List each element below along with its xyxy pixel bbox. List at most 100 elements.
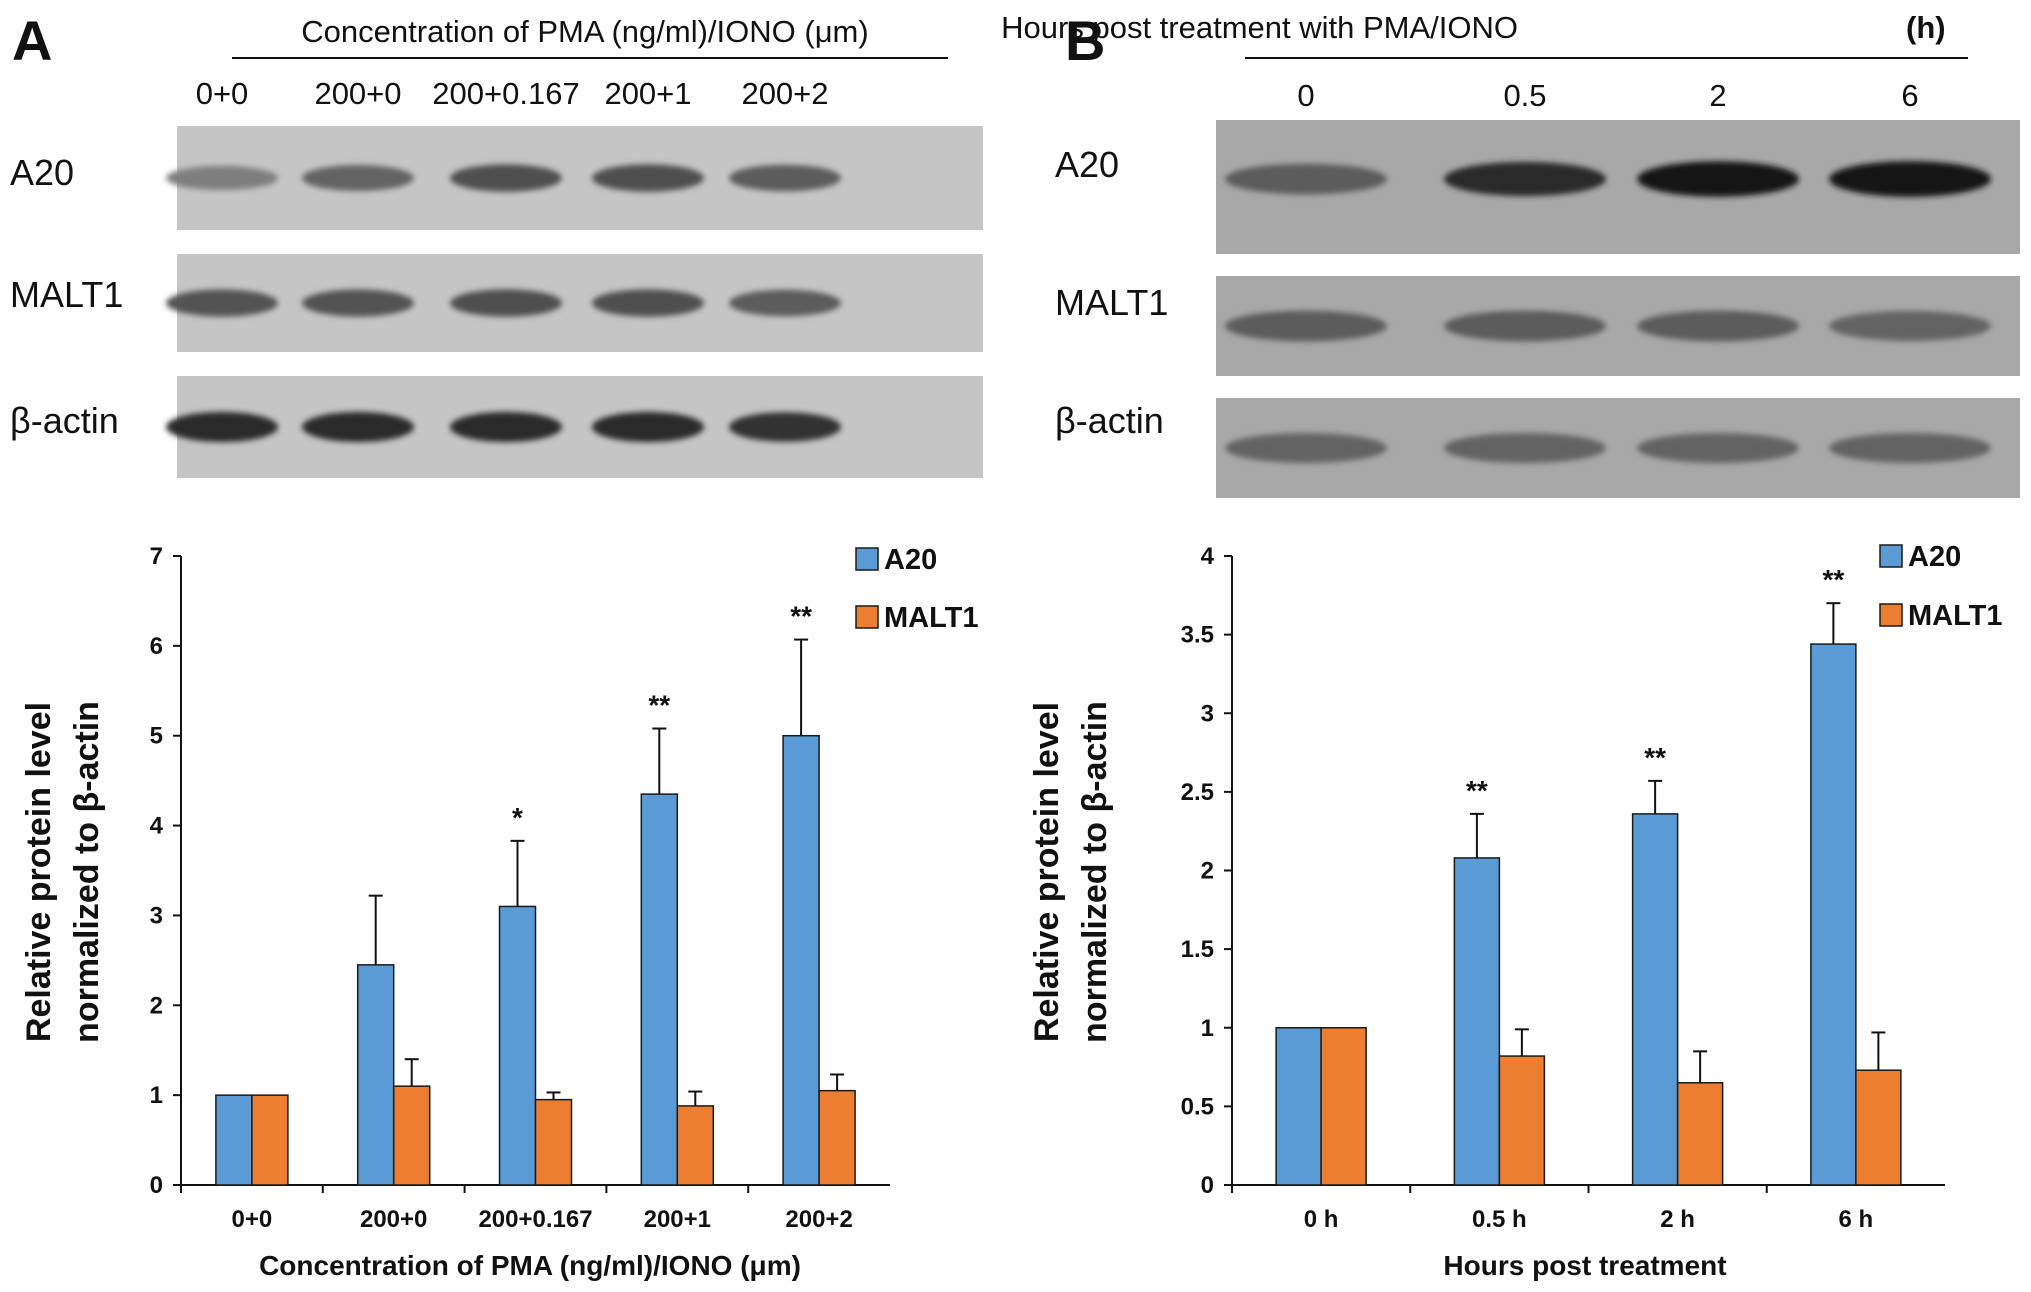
blot-band <box>729 164 841 192</box>
blot-band <box>592 289 704 317</box>
bar-a20 <box>640 793 679 1186</box>
y-tick-label: 1 <box>150 1082 163 1109</box>
blot-row-label: MALT1 <box>1055 282 1168 323</box>
panel-a-letter: A <box>12 9 52 72</box>
y-tick-label: 4 <box>1201 543 1215 570</box>
blot-band <box>450 289 562 317</box>
panel-b-xlabel: Hours post treatment <box>1443 1250 1726 1281</box>
bar-malt1 <box>1498 1055 1546 1186</box>
panel-a-blot-title: Concentration of PMA (ng/ml)/IONO (μm) <box>301 14 868 49</box>
x-tick-label: 6 h <box>1839 1206 1874 1233</box>
panel-b-lane-label: 2 <box>1709 78 1726 113</box>
significance-marker: ** <box>1822 564 1844 595</box>
panel-b-legend-swatch-malt1 <box>1879 603 1903 627</box>
x-tick-label: 0 h <box>1304 1206 1339 1233</box>
panel-b-letter: B <box>1065 9 1105 72</box>
bar-a20 <box>215 1094 253 1186</box>
x-tick-label: 200+2 <box>785 1206 852 1233</box>
y-tick-label: 0.5 <box>1181 1093 1214 1120</box>
blot-band <box>302 289 414 317</box>
blot-row-label: A20 <box>1055 144 1119 185</box>
blot-band <box>450 411 562 443</box>
bar-a20 <box>498 905 537 1186</box>
significance-marker: ** <box>648 690 670 721</box>
blot-band <box>729 289 841 317</box>
x-tick-label: 200+0.167 <box>478 1206 592 1233</box>
blot-band <box>1225 310 1387 342</box>
bar-a20 <box>1810 643 1857 1186</box>
panel-b-blot-title: Hours post treatment with PMA/IONO <box>1001 10 1518 45</box>
panel-b-legend-label-a20: A20 <box>1908 541 1961 573</box>
panel-a-legend-swatch-a20 <box>855 547 879 571</box>
blot-band <box>302 165 414 191</box>
y-tick-label: 6 <box>150 633 163 660</box>
bar-a20 <box>1453 857 1501 1186</box>
bar-malt1 <box>251 1094 289 1186</box>
panel-b-chart: 0 0.5 1 1.5 2 2.5 3 3.5 4 0 h 0.5 h ** 2 h ** 6 h ** <box>1181 543 1945 1233</box>
panel-a-lane-label: 200+1 <box>604 76 691 111</box>
blot-band <box>450 164 562 192</box>
y-tick-label: 7 <box>150 543 163 570</box>
panel-b-ylabel-line1: Relative protein level <box>1028 702 1066 1042</box>
blot-band <box>302 411 414 443</box>
panel-a-blot-row: MALT1 <box>10 254 983 352</box>
blot-band <box>592 164 704 192</box>
panel-a-blot-row: β-actin <box>10 376 983 478</box>
blot-band <box>166 165 278 191</box>
x-tick-label: 0+0 <box>232 1206 273 1233</box>
panel-b-blot-row: β-actin <box>1055 398 2020 498</box>
blot-row-label: β-actin <box>1055 400 1164 441</box>
y-tick-label: 0 <box>1201 1172 1214 1199</box>
y-tick-label: 0 <box>150 1172 163 1199</box>
significance-marker: ** <box>1644 742 1666 773</box>
blot-band <box>1637 310 1799 342</box>
panel-b-blot-row: A20 <box>1055 120 2020 254</box>
x-tick-label: 200+1 <box>644 1206 711 1233</box>
panel-a-ylabel-line1: Relative protein level <box>20 702 58 1042</box>
y-tick-label: 4 <box>150 813 164 840</box>
bar-malt1 <box>818 1089 856 1186</box>
panel-b-lane-label: 0 <box>1297 78 1314 113</box>
blot-band <box>1637 433 1799 463</box>
bar-a20 <box>356 964 395 1186</box>
panel-a-legend-swatch-malt1 <box>855 605 879 629</box>
y-tick-label: 3 <box>150 902 163 929</box>
blot-band <box>1829 433 1991 463</box>
panel-a-lane-label: 200+2 <box>741 76 828 111</box>
blot-band <box>1225 433 1387 463</box>
x-tick-label: 0.5 h <box>1472 1206 1527 1233</box>
bar-a20 <box>782 734 820 1186</box>
blot-row-label: β-actin <box>10 400 119 441</box>
bar-a20 <box>1275 1027 1322 1186</box>
panel-b-legend-label-malt1: MALT1 <box>1908 600 2003 632</box>
y-tick-label: 3 <box>1201 700 1214 727</box>
panel-b-blot-rows: A20 MALT1 β-actin <box>1055 120 2020 498</box>
panel-a-blot-rows: A20 MALT1 β-actin <box>10 126 983 478</box>
blot-band <box>1225 163 1387 195</box>
bar-malt1 <box>1676 1082 1724 1186</box>
blot-band <box>1444 433 1606 463</box>
panel-a-blot-row: A20 <box>10 126 983 230</box>
panel-a-ylabel-line2: normalized to β-actin <box>68 701 106 1043</box>
blot-band <box>1444 161 1606 197</box>
blot-row-label: A20 <box>10 152 74 193</box>
bar-a20 <box>1631 813 1679 1186</box>
significance-marker: * <box>512 802 523 833</box>
panel-b-blot-title-unit: (h) <box>1906 10 1946 45</box>
y-tick-label: 2 <box>150 992 163 1019</box>
y-tick-label: 1.5 <box>1181 936 1214 963</box>
blot-membrane <box>177 376 983 478</box>
panel-a-lane-label: 200+0.167 <box>432 76 579 111</box>
y-tick-label: 1 <box>1201 1015 1214 1042</box>
x-tick-label: 200+0 <box>360 1206 427 1233</box>
x-tick-label: 2 h <box>1660 1206 1695 1233</box>
blot-membrane <box>177 254 983 352</box>
blot-band <box>166 289 278 317</box>
blot-band <box>592 411 704 443</box>
panel-b-ylabel-line2: normalized to β-actin <box>1076 701 1114 1043</box>
significance-marker: ** <box>790 601 812 632</box>
blot-band <box>1829 161 1991 197</box>
blot-band <box>729 412 841 442</box>
bar-malt1 <box>392 1085 431 1186</box>
